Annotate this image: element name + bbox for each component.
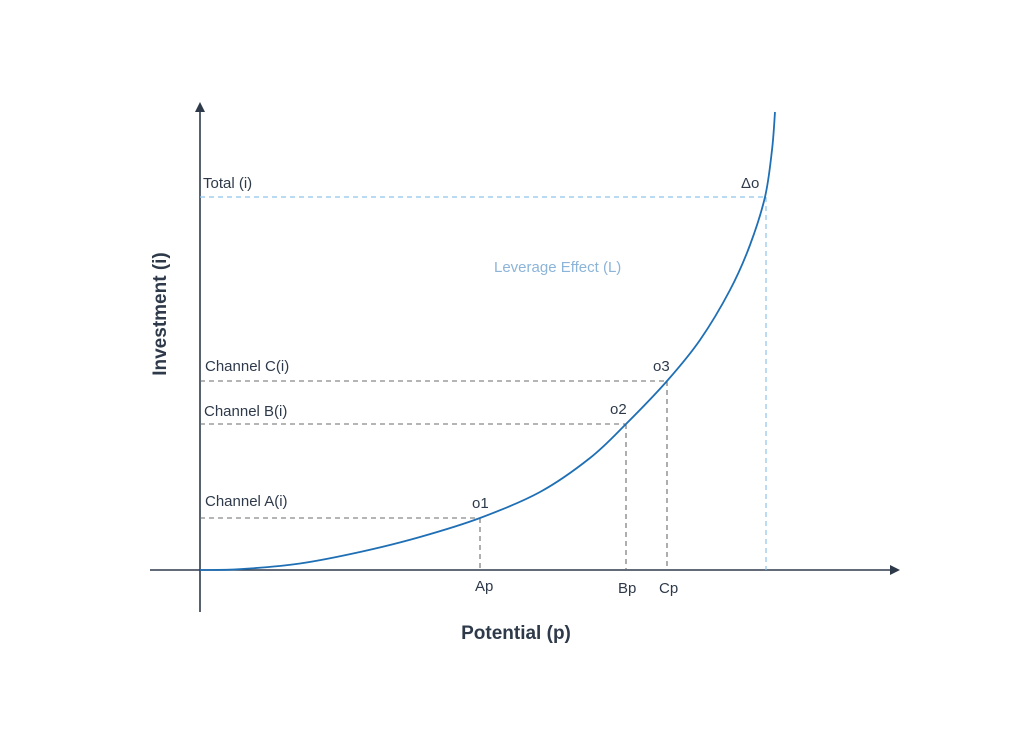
channel-a-label: Channel A(i)	[205, 493, 288, 510]
point-o1-label: o1	[472, 495, 489, 512]
point-o2-label: o2	[610, 401, 627, 418]
channel-b-label: Channel B(i)	[204, 403, 287, 420]
x-label-cp: Cp	[659, 580, 678, 597]
y-axis-title: Investment (i)	[150, 252, 171, 376]
leverage-curve	[199, 111, 776, 571]
point-o3-label: o3	[653, 358, 670, 375]
channel-c-label: Channel C(i)	[205, 358, 289, 375]
total-label: Total (i)	[203, 175, 252, 192]
leverage-effect-label: Leverage Effect (L)	[494, 259, 621, 276]
point-delta-label: Δo	[741, 175, 759, 192]
x-label-ap: Ap	[475, 578, 493, 595]
x-label-bp: Bp	[618, 580, 636, 597]
x-axis-title: Potential (p)	[461, 623, 571, 644]
